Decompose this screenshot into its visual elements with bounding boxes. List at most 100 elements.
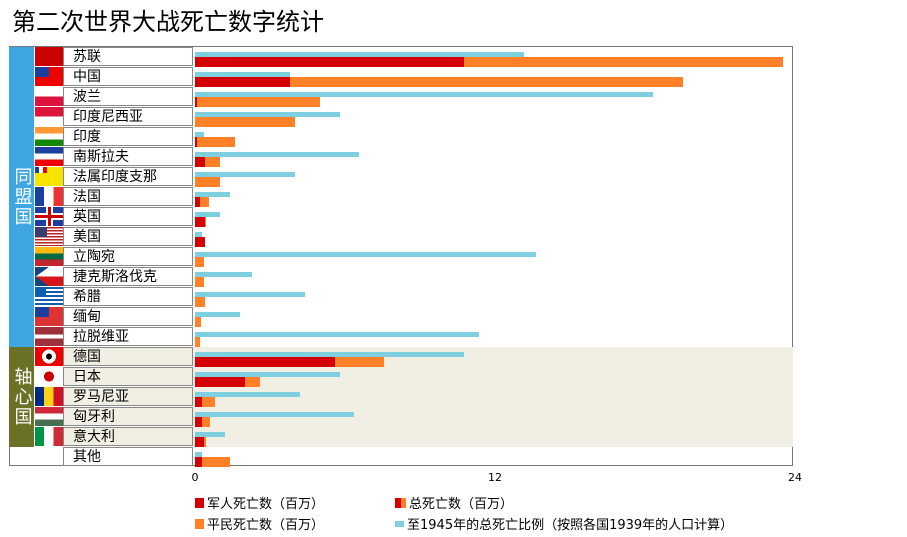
bar-total-deaths (195, 197, 209, 207)
bar-total-deaths (195, 97, 320, 107)
bar-death-ratio (195, 372, 340, 377)
category-label: 印度 (63, 127, 193, 146)
group-label-0: 同盟国 (9, 47, 34, 347)
bar-death-ratio (195, 232, 203, 237)
legend-total: 总死亡数（百万） (395, 493, 513, 512)
category-label: 意大利 (63, 427, 193, 446)
bar-military-deaths (195, 237, 205, 247)
flag-italy (35, 427, 63, 446)
axis-row-background (193, 407, 793, 427)
flag-latvia (35, 327, 63, 346)
bar-death-ratio (195, 72, 290, 77)
category-label: 立陶宛 (63, 247, 193, 266)
bar-military-deaths (195, 197, 200, 207)
bar-total-deaths (195, 117, 295, 127)
bar-military-deaths (195, 97, 198, 107)
bar-death-ratio (195, 52, 524, 57)
bar-death-ratio (195, 292, 305, 297)
bar-death-ratio (195, 172, 295, 177)
flag-burma (35, 307, 63, 326)
bar-death-ratio (195, 92, 654, 97)
flag-india (35, 127, 63, 146)
legend-swatch (195, 518, 204, 529)
bar-total-deaths (195, 77, 684, 87)
axis-row-background (193, 427, 793, 447)
category-label: 中国 (63, 67, 193, 86)
category-label: 法属印度支那 (63, 167, 193, 186)
flag-romania (35, 387, 63, 406)
category-label: 印度尼西亚 (63, 107, 193, 126)
x-tick-0: 0 (191, 471, 199, 484)
bar-death-ratio (195, 132, 204, 137)
category-label: 拉脱维亚 (63, 327, 193, 346)
legend-swatch (401, 497, 406, 508)
bar-total-deaths (195, 457, 230, 467)
x-tick-12: 12 (488, 471, 502, 484)
legend-label: 至1945年的总死亡比例（按照各国1939年的人口计算） (407, 518, 734, 533)
flag-greece (35, 287, 63, 306)
flag-yugoslavia (35, 147, 63, 166)
bar-death-ratio (195, 312, 240, 317)
flag-ussr (35, 47, 63, 66)
bar-military-deaths (195, 417, 203, 427)
flag-indochina (35, 167, 63, 186)
flag-usa (35, 227, 63, 246)
bar-total-deaths (195, 57, 784, 67)
legend-label: 军人死亡数（百万） (207, 497, 325, 512)
bar-military-deaths (195, 437, 204, 447)
bar-military-deaths (195, 377, 245, 387)
category-label: 苏联 (63, 47, 193, 66)
category-label: 南斯拉夫 (63, 147, 193, 166)
flag-japan (35, 367, 63, 386)
bar-total-deaths (195, 317, 202, 327)
bar-death-ratio (195, 272, 253, 277)
bar-death-ratio (195, 432, 225, 437)
bar-death-ratio (195, 452, 203, 457)
legend-swatch (195, 497, 204, 508)
category-label: 捷克斯洛伐克 (63, 267, 193, 286)
group-label-1: 轴心国 (9, 347, 34, 447)
bar-total-deaths (195, 297, 205, 307)
bar-death-ratio (195, 352, 465, 357)
category-label: 英国 (63, 207, 193, 226)
bar-total-deaths (195, 177, 220, 187)
category-label: 德国 (63, 347, 193, 366)
flag-czech (35, 267, 63, 286)
bar-military-deaths (195, 57, 465, 67)
axis-row-background (193, 367, 793, 387)
bar-death-ratio (195, 252, 537, 257)
category-label: 匈牙利 (63, 407, 193, 426)
legend-label: 平民死亡数（百万） (207, 518, 325, 533)
bar-total-deaths (195, 137, 235, 147)
bar-death-ratio (195, 392, 300, 397)
bar-military-deaths (195, 157, 205, 167)
category-label: 美国 (63, 227, 193, 246)
flag-uk (35, 207, 63, 226)
category-label: 波兰 (63, 87, 193, 106)
bar-death-ratio (195, 192, 230, 197)
bar-total-deaths (195, 157, 220, 167)
axis-row-background (193, 387, 793, 407)
flag-lithuania (35, 247, 63, 266)
category-label: 其他 (63, 447, 193, 466)
bar-military-deaths (195, 77, 290, 87)
legend-civilian: 平民死亡数（百万） (195, 514, 324, 533)
chart-title: 第二次世界大战死亡数字统计 (12, 8, 324, 36)
x-tick-24: 24 (788, 471, 802, 484)
flag-hungary (35, 407, 63, 426)
bar-total-deaths (195, 337, 200, 347)
flag-germany (35, 347, 63, 366)
flag-poland (35, 87, 63, 106)
legend-ratio: 至1945年的总死亡比例（按照各国1939年的人口计算） (395, 514, 733, 533)
legend-military: 军人死亡数（百万） (195, 493, 324, 512)
bar-military-deaths (195, 357, 335, 367)
flag-indonesia (35, 107, 63, 126)
bar-military-deaths (195, 397, 203, 407)
category-label: 日本 (63, 367, 193, 386)
legend-swatch (395, 520, 404, 527)
bar-military-deaths (195, 137, 198, 147)
category-label: 罗马尼亚 (63, 387, 193, 406)
category-label: 缅甸 (63, 307, 193, 326)
bar-death-ratio (195, 152, 360, 157)
